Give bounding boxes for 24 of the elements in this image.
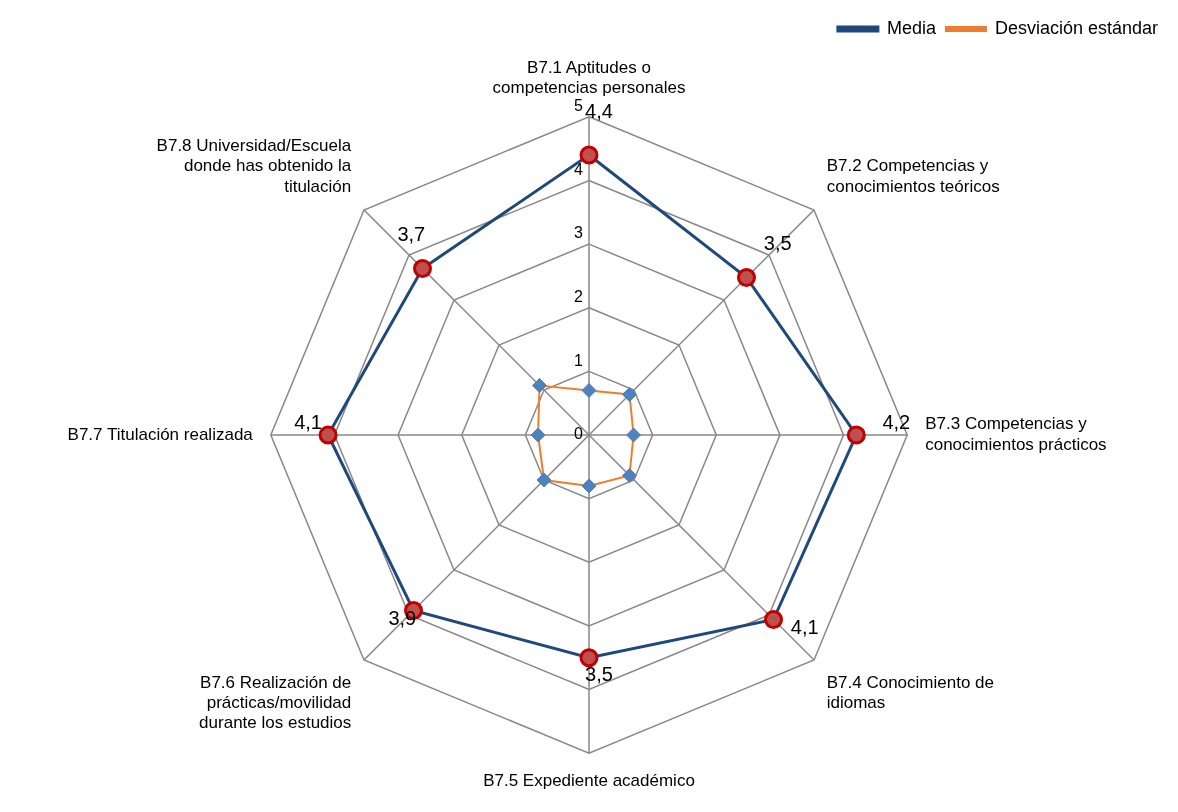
- spoke-label: B7.8 Universidad/Escuela donde has obtenido la titulación: [156, 135, 352, 196]
- spoke-label: B7.6 Realización de prácticas/movilidad durante los estudios: [199, 672, 352, 733]
- data-label: 4,1: [294, 410, 322, 433]
- data-label: 3,5: [763, 231, 792, 254]
- data-label: 3,5: [585, 663, 613, 686]
- data-label: 4,1: [790, 616, 819, 639]
- spoke-label: B7.3 Competencias y conocimientos prácticos: [925, 414, 1107, 454]
- legend-label: Media: [886, 17, 937, 38]
- spoke-label: B7.7 Titulación realizada: [67, 424, 254, 444]
- y-tick-label: 0: [574, 425, 584, 443]
- y-tick-label: 4: [574, 160, 584, 178]
- spoke-label: B7.5 Expediente académico: [483, 771, 695, 791]
- spoke-label: B7.1 Aptitudes o competencias personales: [492, 57, 686, 98]
- spoke-label: B7.2 Competencias y conocimientos teóricos: [826, 156, 1000, 196]
- y-tick-label: 5: [574, 97, 584, 115]
- data-label: 3,9: [388, 607, 417, 630]
- y-tick-label: 2: [574, 288, 584, 306]
- data-label: 4,2: [882, 410, 911, 433]
- data-label: 3,7: [397, 222, 426, 245]
- y-tick-label: 1: [574, 351, 584, 369]
- data-label: 4,4: [585, 100, 613, 123]
- y-tick-label: 3: [574, 224, 584, 242]
- spoke-label: B7.4 Conocimiento de idiomas: [826, 672, 995, 713]
- legend-label: Desviación estándar: [994, 17, 1159, 38]
